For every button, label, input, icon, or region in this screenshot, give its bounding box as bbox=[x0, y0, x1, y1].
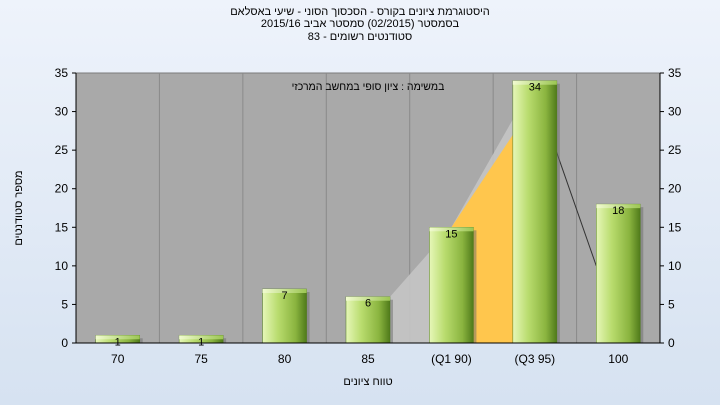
bar-top bbox=[179, 335, 224, 340]
bar bbox=[596, 203, 641, 344]
bar bbox=[262, 288, 307, 344]
y-tick-label-left: 20 bbox=[55, 182, 69, 196]
bar-top bbox=[95, 335, 140, 340]
data-label: 34 bbox=[529, 82, 541, 94]
bars-layer bbox=[95, 80, 644, 344]
chart-title-line-3: סטודנטים רשומים - 83 bbox=[307, 31, 413, 43]
bar bbox=[429, 227, 474, 344]
data-label: 6 bbox=[365, 298, 371, 310]
bar bbox=[512, 80, 558, 344]
y-tick-label-right: 0 bbox=[668, 336, 675, 350]
y-tick-label-left: 35 bbox=[55, 66, 69, 80]
bar-top bbox=[512, 80, 557, 85]
data-label: 1 bbox=[115, 336, 121, 348]
axes-layer: 0 0 5 5 10 10 15 15 20 20 25 25 30 30 35 35 bbox=[55, 66, 682, 350]
data-label: 18 bbox=[612, 205, 624, 217]
y-tick-label-right: 5 bbox=[668, 297, 675, 311]
chart-title-line-1: היסטוגרמת ציונים בקורס - הסכסוך הסוני - … bbox=[230, 6, 490, 18]
y-tick-label-right: 15 bbox=[668, 220, 682, 234]
y-tick-label-left: 0 bbox=[61, 336, 68, 350]
y-tick-label-right: 20 bbox=[668, 182, 682, 196]
x-tick-label: 80 bbox=[278, 352, 292, 366]
y-tick-label-left: 15 bbox=[55, 220, 69, 234]
x-tick-label: 75 bbox=[194, 352, 208, 366]
y-tick-label-left: 10 bbox=[55, 259, 69, 273]
bar-top bbox=[596, 204, 641, 209]
x-tick-label: (Q1 90) bbox=[431, 352, 472, 366]
x-tick-label: 100 bbox=[608, 352, 628, 366]
bar-top bbox=[262, 289, 307, 293]
y-tick-label-right: 35 bbox=[668, 66, 682, 80]
x-axis-label: טווח ציונים bbox=[343, 376, 392, 388]
x-tick-label: 85 bbox=[361, 352, 375, 366]
y-tick-label-left: 30 bbox=[55, 105, 69, 119]
x-tick-label: 70 bbox=[111, 352, 125, 366]
y-tick-label-left: 25 bbox=[55, 143, 69, 157]
bar-top bbox=[429, 227, 474, 232]
data-label: 7 bbox=[282, 290, 288, 302]
chart-title-line-2: בסמסטר (02/2015) סמסטר אביב 2015/16 bbox=[260, 18, 460, 30]
data-label: 15 bbox=[445, 228, 457, 240]
x-tick-label: (Q3 95) bbox=[515, 352, 556, 366]
data-label: 1 bbox=[198, 336, 204, 348]
y-tick-label-right: 10 bbox=[668, 259, 682, 273]
bar-top bbox=[346, 296, 390, 301]
data-labels-layer: 1 70 1 75 7 80 6 85 15 (Q1 90) 34 (Q3 95) 18 100 bbox=[111, 82, 629, 366]
y-tick-label-right: 30 bbox=[668, 105, 682, 119]
y-tick-label-right: 25 bbox=[668, 143, 682, 157]
y-tick-label-left: 5 bbox=[61, 297, 68, 311]
chart-annotation: במשימה : ציון סופי במחשב המרכזי bbox=[292, 81, 445, 93]
y-axis-label: מספר סטודנטים bbox=[13, 170, 25, 245]
